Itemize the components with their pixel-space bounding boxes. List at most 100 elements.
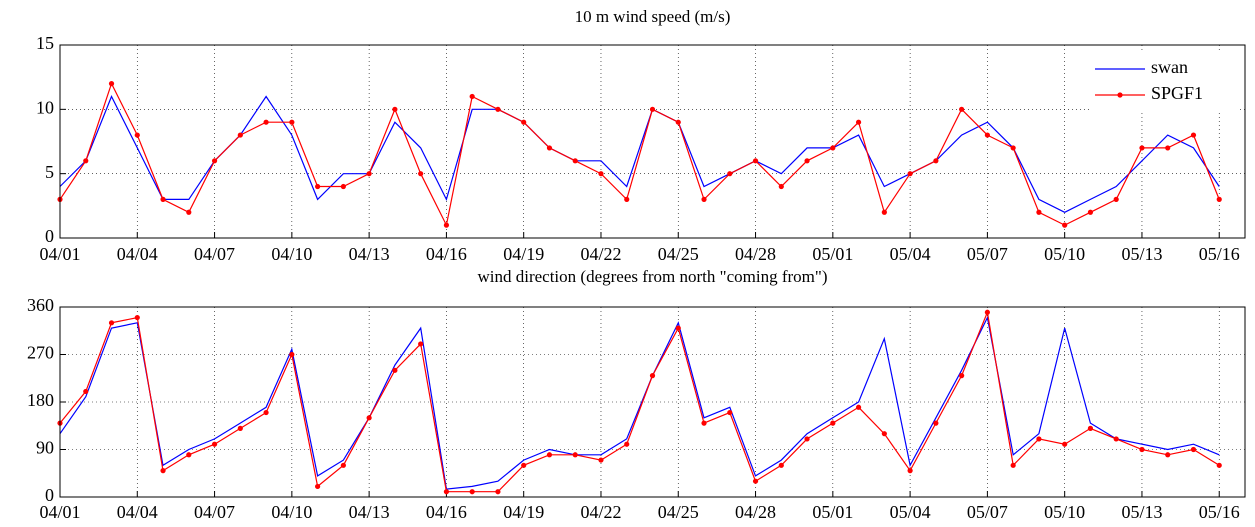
marker [1010,462,1016,468]
marker [701,420,707,426]
marker [315,483,321,490]
x-tick-label: 05/10 [1044,502,1085,522]
marker [727,171,733,177]
y-tick-label: 0 [45,485,54,505]
y-tick-label: 0 [45,226,54,246]
marker [572,452,578,458]
marker [1165,452,1171,458]
legend-label: SPGF1 [1151,83,1203,103]
chart-title: wind direction (degrees from north "comi… [477,267,827,286]
marker [263,119,269,125]
marker [160,196,166,202]
marker [134,132,140,138]
y-tick-label: 270 [27,343,54,363]
marker [237,132,243,138]
x-tick-label: 04/22 [580,502,621,522]
marker [959,106,965,112]
marker [1139,145,1145,151]
marker [1190,132,1197,138]
x-tick-label: 04/07 [194,244,235,264]
x-tick-label: 05/07 [967,244,1008,264]
marker [675,119,681,125]
x-tick-label: 04/28 [735,244,776,264]
chart-title: 10 m wind speed (m/s) [575,7,731,26]
marker [495,106,501,112]
marker [881,209,887,215]
x-tick-label: 05/04 [890,244,931,264]
marker [1036,209,1042,215]
marker [521,119,527,125]
y-tick-label: 15 [36,33,54,53]
marker [752,158,759,164]
marker [366,415,372,421]
marker [443,489,450,495]
x-tick-label: 04/19 [503,502,544,522]
marker [881,431,887,437]
marker [315,183,321,190]
marker [392,367,398,373]
x-tick-label: 04/04 [117,244,158,264]
axes-frame [59,44,1246,239]
x-tick-label: 04/01 [39,502,80,522]
x-tick-label: 04/13 [349,244,390,264]
marker [855,119,862,125]
x-tick-label: 05/10 [1044,244,1085,264]
y-tick-label: 90 [36,438,54,458]
marker [546,145,553,151]
marker [675,325,681,331]
marker [443,222,450,228]
marker [289,119,295,125]
marker [237,425,243,431]
marker [418,171,424,177]
marker [907,171,913,177]
marker [1062,222,1068,228]
marker [469,93,475,100]
marker [211,441,218,447]
marker [830,145,836,151]
x-tick-label: 04/16 [426,244,467,264]
marker [1062,441,1068,447]
x-tick-label: 05/16 [1199,502,1240,522]
marker [1113,436,1119,442]
marker [1010,145,1016,151]
x-tick-label: 04/10 [271,502,312,522]
marker [1113,196,1119,202]
x-tick-label: 04/10 [271,244,312,264]
x-tick-label: 04/28 [735,502,776,522]
y-tick-label: 180 [27,390,54,410]
x-tick-label: 05/01 [812,244,853,264]
marker [366,171,372,177]
marker [1087,425,1094,431]
marker [778,462,784,468]
marker [598,171,604,177]
marker [804,436,810,442]
marker [830,420,836,426]
marker [752,478,759,484]
marker [211,158,218,164]
marker [778,183,784,190]
x-tick-label: 04/04 [117,502,158,522]
marker [1216,462,1222,468]
marker [186,209,192,215]
marker [624,196,630,202]
marker [1139,446,1145,453]
marker [108,320,115,326]
marker [1036,436,1042,442]
marker [727,409,733,416]
marker [1216,196,1222,202]
marker [469,489,475,495]
marker [1087,209,1094,215]
marker [83,388,89,395]
marker [649,106,656,112]
marker [855,404,862,410]
y-tick-label: 5 [45,162,54,182]
marker [572,158,578,164]
x-tick-label: 04/22 [580,244,621,264]
marker [495,489,501,495]
marker [933,420,939,426]
marker [340,183,346,190]
series-line [59,315,1220,490]
y-tick-label: 10 [36,97,54,117]
marker [186,452,192,458]
